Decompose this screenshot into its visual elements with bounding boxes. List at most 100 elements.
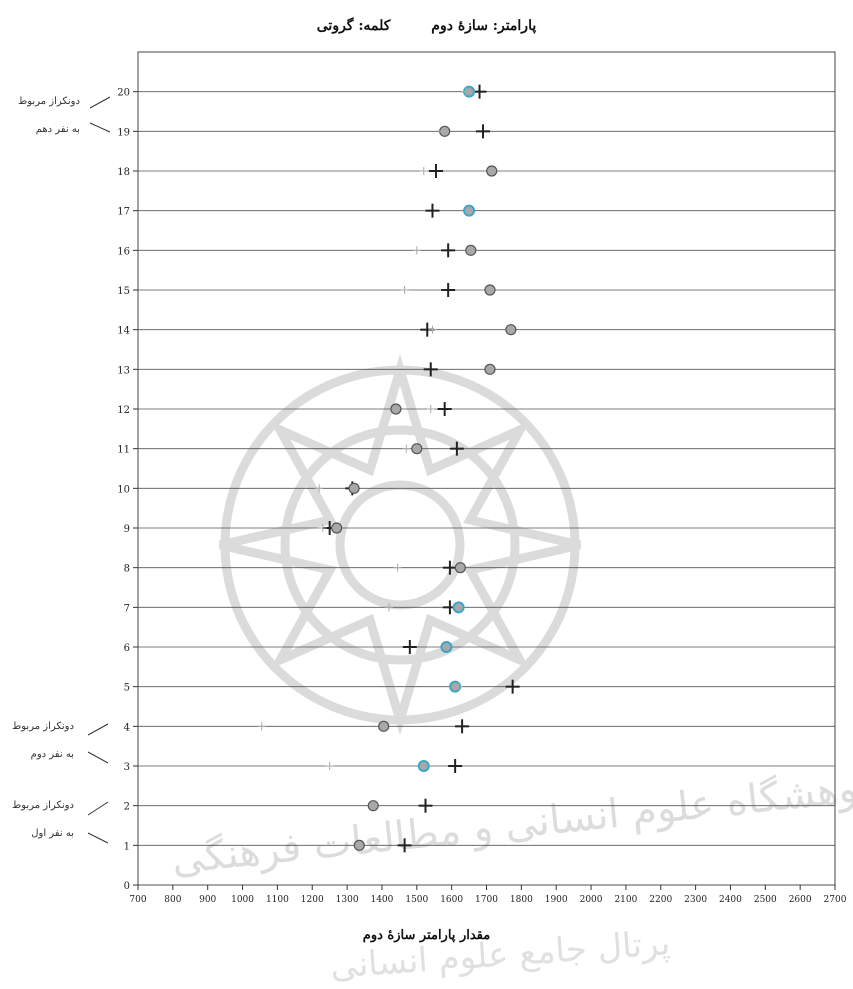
annotation-line-1: دونکراز مربوط [12,721,74,732]
small-plus-point [315,484,324,493]
circle-point [454,562,466,574]
x-tick-label: 2500 [754,895,777,905]
circle-point [452,601,465,614]
y-tick-label: 17 [117,207,130,218]
annotation-line-2: به نفر اول [31,828,74,839]
small-plus-point [419,167,428,175]
data-points [257,84,520,853]
x-tick-label: 1500 [405,895,428,905]
plus-point [423,362,438,377]
small-plus-point [428,325,437,334]
y-tick-label: 8 [124,564,130,575]
y-tick-label: 9 [124,524,130,535]
plus-point [437,402,452,416]
annotation-line-2: به نفر دهم [35,124,80,135]
plus-point [448,759,463,773]
small-plus-point [412,246,421,255]
circle-point [417,760,430,772]
plus-point [428,164,443,178]
circle-point [484,363,496,375]
small-plus-point [325,762,334,770]
y-tick-label: 14 [117,326,130,337]
circle-point [465,244,477,256]
y-tick-label: 11 [117,445,130,456]
y-tick-label: 16 [117,246,130,257]
y-tick-label: 4 [124,722,130,733]
circle-point [486,165,498,177]
chart-title: پارامتر: سازهٔ دوم کلمه: گروتی [0,18,853,34]
x-tick-label: 2600 [789,895,812,905]
small-plus-point [384,603,393,612]
y-tick-label: 20 [117,88,130,99]
x-tick-label: 1300 [336,895,359,905]
y-tick-label: 2 [124,802,130,813]
x-axis-label: مقدار پارامتر سازهٔ دوم [362,928,491,943]
x-tick-label: 1700 [475,895,498,905]
plus-point [442,560,457,575]
small-plus-point [438,127,447,136]
grid-lines [138,91,835,886]
y-tick-label: 10 [117,484,130,495]
small-plus-point [400,286,409,294]
watermark-rosette-icon [219,354,581,736]
y-tick-label: 5 [124,683,130,694]
plus-point [476,124,491,139]
plus-point [455,719,470,734]
annotation-line-2: به نفر دوم [30,749,74,760]
circle-point [390,403,402,415]
x-tick-label: 1100 [266,895,289,905]
plus-point [441,283,456,297]
annotation-person-2: دونکراز مربوط به نفر دوم [12,713,74,769]
annotation-lines [87,96,111,844]
circle-point [411,443,423,455]
word-label: کلمه: گروتی [316,18,391,34]
x-tick-label: 2200 [649,895,672,905]
plus-point [505,679,520,694]
annotation-line [87,723,109,764]
circle-point [348,482,360,494]
x-tick-label: 800 [164,895,181,905]
small-plus-point [402,444,411,453]
x-tick-label: 700 [129,895,146,905]
x-tick-label: 2100 [614,895,637,905]
x-tick-label: 1400 [370,895,393,905]
annotation-person-10: دونکراز مربوط به نفر دهم [18,88,80,144]
circle-point [367,800,379,812]
annotation-person-1: دونکراز مربوط به نفر اول [12,792,74,848]
circle-point [353,839,365,851]
y-tick-label: 18 [117,167,130,178]
x-tick-label: 2400 [719,895,742,905]
annotation-line-1: دونکراز مربوط [18,96,80,107]
y-tick-label: 0 [124,881,130,892]
y-tick-label: 19 [117,127,130,138]
x-tick-label: 1900 [545,895,568,905]
x-tick-label: 2000 [580,895,603,905]
param-label: پارامتر: سازهٔ دوم [431,18,537,34]
plus-point [449,441,464,456]
plus-point [425,203,440,218]
circle-point [505,324,517,336]
annotation-line-1: دونکراز مربوط [12,800,74,811]
y-tick-label: 7 [124,603,130,614]
small-plus-point [454,682,463,691]
y-tick-label: 13 [117,365,130,376]
circle-point [378,720,390,732]
small-plus-point [461,87,470,96]
y-tick-label: 6 [124,643,130,654]
small-plus-point [257,722,266,731]
x-tick-label: 1200 [301,895,324,905]
x-tick-label: 2700 [824,895,847,905]
plus-point [418,798,433,813]
x-tick-label: 1800 [510,895,533,905]
x-tick-label: 900 [199,895,216,905]
circle-point [440,641,453,653]
y-tick-label: 3 [124,762,130,773]
y-tick-label: 12 [117,405,130,416]
annotation-line [89,96,111,133]
small-plus-point [393,563,402,572]
small-plus-point [426,405,435,413]
small-plus-point [318,524,327,532]
y-tick-label: 1 [124,841,130,852]
